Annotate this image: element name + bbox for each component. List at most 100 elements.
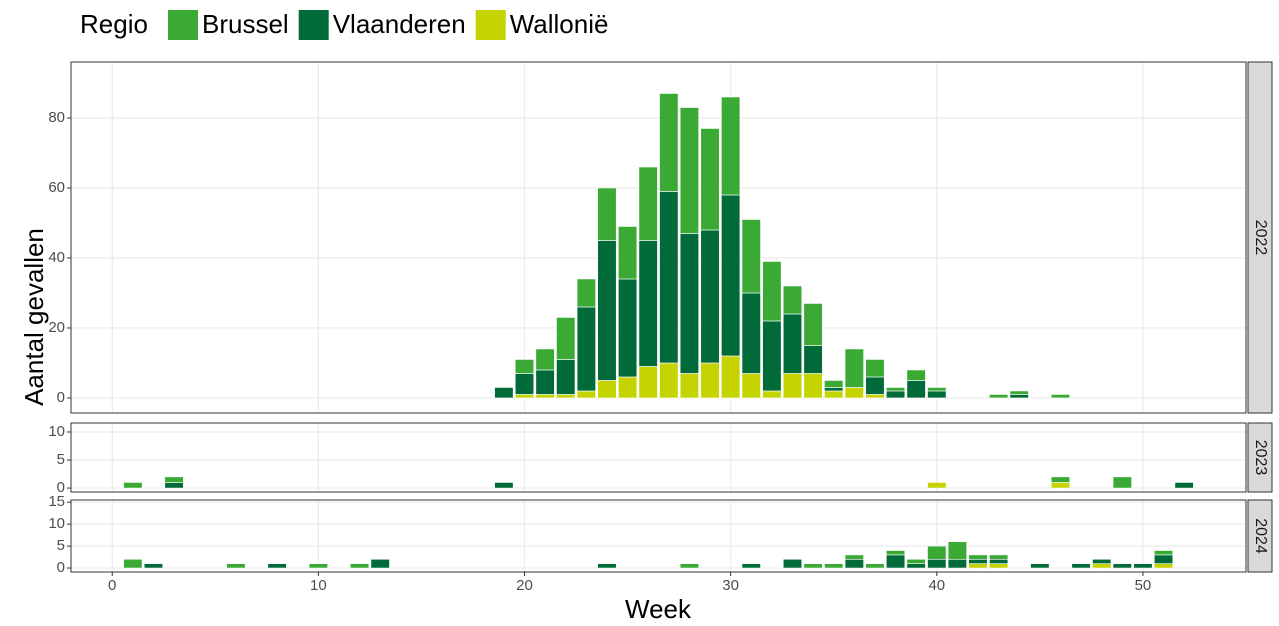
bar-segment	[638, 366, 658, 399]
x-tick-label: 0	[108, 577, 116, 594]
bar-segment	[638, 166, 658, 241]
bar-segment	[741, 563, 761, 569]
bar-segment	[824, 387, 844, 392]
bar-segment	[576, 390, 596, 399]
panel-background	[71, 423, 1246, 492]
panel-background	[71, 62, 1246, 413]
y-tick-label: 0	[57, 559, 65, 576]
y-axis-label: Aantal gevallen	[19, 228, 49, 406]
bar-segment	[906, 380, 926, 399]
bar-segment	[679, 107, 699, 234]
bar-segment	[700, 229, 720, 364]
bar-segment	[989, 554, 1009, 560]
y-tick-label: 40	[48, 249, 65, 266]
y-tick-label: 20	[48, 319, 65, 336]
bar-segment	[1050, 476, 1071, 483]
bar-segment	[885, 550, 906, 556]
bar-segment	[1153, 550, 1174, 556]
bar-segment	[700, 362, 720, 399]
y-tick-label: 60	[48, 179, 65, 196]
bar-segment	[762, 261, 782, 322]
x-tick-label: 20	[516, 577, 533, 594]
bar-segment	[164, 482, 184, 489]
bar-segment	[514, 394, 535, 399]
y-tick-label: 15	[48, 493, 65, 510]
bar-segment	[618, 376, 638, 399]
bar-segment	[1050, 394, 1071, 399]
bar-segment	[679, 233, 699, 374]
bar-segment	[123, 482, 143, 489]
bar-segment	[844, 554, 864, 560]
bar-segment	[885, 387, 906, 392]
y-tick-label: 10	[48, 515, 65, 532]
legend-swatch	[475, 10, 506, 40]
bar-segment	[885, 390, 906, 399]
bar-segment	[782, 285, 803, 315]
bar-segment	[803, 345, 823, 374]
y-tick-label: 5	[57, 537, 65, 554]
legend-label: Wallonië	[510, 9, 609, 39]
bar-segment	[514, 373, 535, 395]
bar-segment	[989, 394, 1009, 399]
bar-segment	[618, 226, 638, 280]
bar-segment	[535, 369, 555, 395]
bar-segment	[762, 390, 782, 399]
y-tick-label: 80	[48, 109, 65, 126]
bar-segment	[947, 541, 967, 560]
bar-segment	[576, 306, 596, 392]
bar-segment	[762, 320, 782, 392]
x-tick-label: 40	[928, 577, 945, 594]
bar-segment	[741, 219, 761, 294]
bar-segment	[1050, 482, 1071, 489]
bar-segment	[556, 359, 576, 395]
bar-segment	[844, 348, 864, 388]
bar-segment	[143, 563, 164, 569]
bar-segment	[618, 278, 638, 378]
bar-segment	[824, 380, 844, 388]
bar-segment	[782, 373, 803, 399]
bar-segment	[1071, 563, 1091, 569]
bar-segment	[556, 317, 576, 360]
bar-segment	[927, 390, 947, 399]
bar-segment	[803, 373, 823, 399]
bar-segment	[927, 387, 947, 392]
bar-segment	[597, 563, 617, 569]
bar-segment	[968, 563, 988, 569]
bar-segment	[370, 558, 390, 569]
bar-segment	[947, 558, 967, 569]
bar-segment	[1009, 390, 1029, 395]
strip-label: 2022	[1252, 220, 1269, 256]
bar-segment	[865, 376, 885, 395]
bar-segment	[556, 394, 576, 399]
panel-background	[71, 500, 1246, 572]
bar-segment	[824, 563, 844, 569]
strip	[1247, 422, 1273, 493]
bar-segment	[350, 563, 370, 569]
strip	[1247, 61, 1273, 414]
bar-segment	[535, 348, 555, 371]
bar-segment	[906, 563, 926, 569]
y-tick-label: 0	[57, 389, 65, 406]
bar-segment	[885, 554, 906, 569]
bar-segment	[906, 369, 926, 381]
legend-label: Vlaanderen	[333, 9, 466, 39]
legend-label: Brussel	[202, 9, 289, 39]
bar-segment	[927, 545, 947, 560]
bar-segment	[1153, 554, 1174, 564]
bar-segment	[989, 558, 1009, 564]
bar-segment	[597, 187, 617, 241]
strip-label: 2023	[1252, 440, 1269, 476]
x-axis-label: Week	[625, 594, 692, 624]
strip-label: 2024	[1252, 518, 1269, 554]
bar-segment	[721, 194, 741, 357]
bar-segment	[700, 128, 720, 231]
bar-segment	[865, 563, 885, 569]
bar-segment	[659, 362, 679, 399]
y-tick-label: 0	[57, 479, 65, 496]
bar-segment	[226, 563, 246, 569]
bar-segment	[1174, 482, 1194, 489]
bar-segment	[865, 394, 885, 399]
x-tick-label: 10	[310, 577, 327, 594]
bar-segment	[123, 558, 143, 569]
bar-segment	[968, 558, 988, 564]
